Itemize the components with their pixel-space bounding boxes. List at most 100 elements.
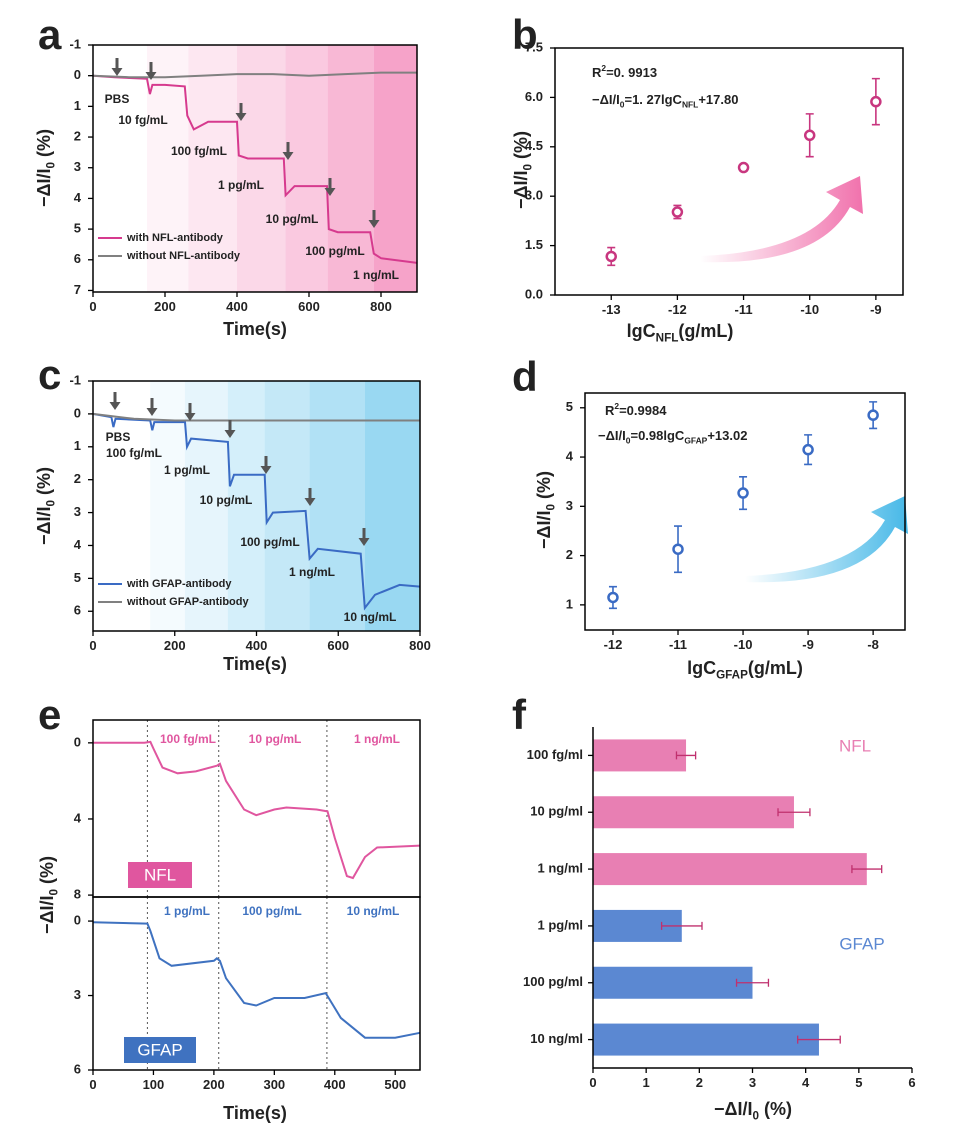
text-part: 0: [620, 100, 625, 110]
event-arrow: [109, 392, 121, 410]
x-tick-label: -12: [604, 637, 623, 652]
y-tick-label: 6: [74, 1061, 81, 1076]
x-tick-label: 800: [370, 299, 392, 314]
series-label: GFAP: [839, 934, 884, 953]
series-box: [128, 862, 192, 888]
annotation: 100 pg/mL: [305, 244, 364, 258]
annotation: 10 pg/mL: [266, 212, 319, 226]
data-point: [870, 95, 882, 108]
background-band: [364, 381, 420, 631]
text-part: 0: [47, 889, 60, 896]
y-tick-label: 0: [74, 67, 81, 82]
text-part: Time(s): [223, 1103, 287, 1123]
text-part: =0.9984: [619, 403, 667, 418]
panel-letter: c: [38, 351, 61, 398]
text-part: (%): [534, 471, 554, 504]
y-tick-label: 5: [74, 221, 81, 236]
y-tick-label: 4: [74, 190, 82, 205]
text-part: NFL: [682, 100, 698, 110]
annotation: 10 pg/mL: [200, 493, 253, 507]
x-tick-label: 0: [89, 1077, 96, 1092]
equation: −ΔI/I0=0.98lgCGFAP+13.02: [598, 428, 747, 445]
data-point: [737, 487, 749, 499]
text-part: (g/mL): [748, 658, 803, 678]
text-part: Time(s): [223, 654, 287, 674]
text-part: −ΔI/I: [511, 171, 531, 209]
event-arrow: [358, 528, 370, 546]
x-tick-label: 200: [164, 638, 186, 653]
bar: [593, 1023, 819, 1056]
x-tick-label: -11: [669, 637, 687, 652]
y-tick-label: 7: [74, 282, 81, 297]
text-part: lgC: [687, 658, 716, 678]
y-tick-label: 3: [566, 498, 573, 513]
event-arrow: [304, 488, 316, 506]
y-tick-label: -1: [69, 372, 81, 387]
annotation: 100 pg/mL: [240, 535, 299, 549]
y-tick-label: 3: [74, 504, 81, 519]
text-part: GFAP: [716, 668, 748, 681]
data-point: [802, 443, 814, 456]
background-band: [188, 45, 237, 292]
event-arrow: [146, 398, 158, 416]
legend-label: without NFL-antibody: [126, 250, 241, 262]
error-bar: [675, 751, 697, 760]
trend-arrow: [700, 176, 863, 263]
x-tick-label: 800: [409, 638, 431, 653]
y-tick-label: 3: [74, 159, 81, 174]
x-tick-label: 0: [89, 638, 96, 653]
panel-letter: a: [38, 11, 62, 58]
equation: R2=0.9984: [605, 401, 667, 418]
event-arrow: [224, 420, 236, 438]
text-part: −ΔI/I: [598, 428, 626, 443]
bar: [593, 853, 867, 886]
text-part: GFAP: [684, 436, 707, 446]
text-part: =0. 9913: [606, 65, 657, 80]
y-tick-label: 1 pg/ml: [537, 917, 583, 932]
background-band: [227, 381, 265, 631]
data-line: [92, 74, 418, 264]
text-part: (%): [759, 1099, 792, 1119]
axis-line: [592, 727, 912, 1069]
y-axis-label: −ΔI/I0 (%): [511, 131, 535, 209]
y-tick-label: 1: [74, 438, 81, 453]
text-part: 0: [44, 500, 57, 507]
x-axis-label: Time(s): [223, 1103, 287, 1123]
error-bar: [660, 921, 703, 930]
text-part: 0: [752, 1109, 759, 1122]
y-tick-label: 4: [566, 448, 574, 463]
text-part: 0: [626, 436, 631, 446]
panel-letter: d: [512, 353, 538, 400]
y-tick-label: 6: [74, 603, 81, 618]
panel-letter: e: [38, 691, 61, 738]
data-point: [671, 206, 684, 218]
bar: [593, 739, 687, 772]
text-part: 0: [544, 504, 557, 511]
y-tick-label: 100 fg/ml: [527, 747, 583, 762]
y-axis-label: −ΔI/I0 (%): [34, 129, 58, 207]
equation: −ΔI/I0=1. 27lgCNFL+17.80: [592, 92, 738, 109]
text-part: 2: [601, 63, 606, 73]
annotation: 10 fg/mL: [118, 113, 167, 127]
x-tick-label: 600: [327, 638, 349, 653]
text-part: −ΔI/I: [34, 169, 54, 207]
background-band: [285, 45, 328, 292]
y-tick-label: 5: [566, 399, 573, 414]
y-tick-label: 8: [74, 887, 81, 902]
y-tick-label: 6: [74, 251, 81, 266]
text-part: lgC: [627, 321, 656, 341]
x-tick-label: -13: [602, 302, 621, 317]
annotation: PBS: [105, 92, 130, 106]
y-tick-label: 4: [74, 537, 82, 552]
x-tick-label: 2: [696, 1075, 703, 1090]
y-tick-label: 2: [566, 547, 573, 562]
series-label: NFL: [144, 865, 176, 884]
x-tick-label: 200: [203, 1077, 225, 1092]
data-point: [607, 591, 619, 604]
series-box: [124, 1037, 196, 1063]
y-tick-label: 0: [74, 913, 81, 928]
background-band: [327, 45, 374, 292]
error-bar: [797, 1035, 841, 1044]
text-part: +13.02: [707, 428, 747, 443]
